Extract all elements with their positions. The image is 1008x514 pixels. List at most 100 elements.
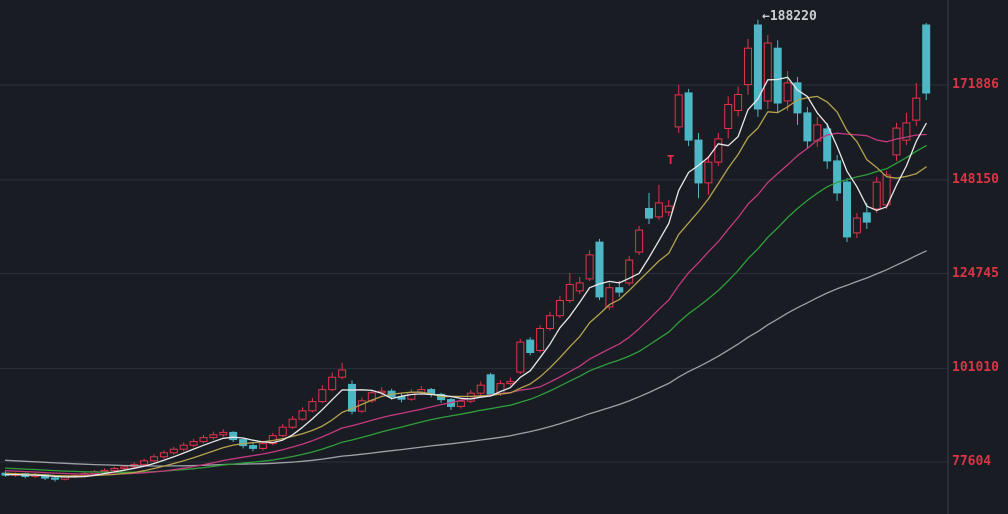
candle-body — [872, 181, 881, 210]
candle-body — [605, 287, 614, 308]
candle[interactable] — [140, 458, 149, 466]
candle-body — [516, 341, 525, 373]
candle[interactable] — [585, 250, 594, 281]
candle[interactable] — [575, 276, 584, 295]
candle[interactable] — [219, 429, 228, 437]
candle[interactable] — [209, 431, 218, 440]
candle[interactable] — [744, 39, 752, 95]
candle[interactable] — [843, 178, 851, 243]
candle[interactable] — [595, 238, 604, 301]
candle[interactable] — [159, 450, 168, 459]
candle[interactable] — [298, 407, 307, 421]
y-axis-label: 77604 — [952, 454, 992, 469]
candle-body — [645, 208, 653, 219]
candle[interactable] — [852, 212, 861, 239]
candle[interactable] — [773, 40, 782, 113]
candle[interactable] — [308, 398, 317, 413]
candle[interactable] — [654, 184, 663, 220]
ma10-line — [4, 95, 927, 477]
candle[interactable] — [803, 106, 812, 149]
candle[interactable] — [437, 392, 446, 403]
candle-body — [803, 112, 812, 142]
candle[interactable] — [704, 156, 713, 195]
candle[interactable] — [318, 385, 327, 404]
candle-body — [852, 217, 861, 234]
candle[interactable] — [763, 35, 772, 109]
candle[interactable] — [674, 84, 683, 133]
candle[interactable] — [823, 122, 832, 169]
candle[interactable] — [288, 416, 297, 429]
candle[interactable] — [169, 446, 178, 455]
ma20-line — [4, 132, 927, 475]
candle[interactable] — [506, 377, 515, 386]
candle[interactable] — [635, 226, 644, 255]
candle[interactable] — [724, 96, 733, 139]
candle[interactable] — [536, 325, 545, 353]
candle-body — [783, 82, 792, 102]
candle[interactable] — [645, 192, 653, 225]
candle[interactable] — [397, 393, 406, 403]
candle-body — [595, 241, 604, 298]
ma5-line — [4, 76, 927, 478]
candle-body — [258, 443, 267, 449]
candle[interactable] — [625, 256, 634, 286]
candle[interactable] — [833, 154, 842, 201]
candle[interactable] — [813, 116, 822, 147]
candle[interactable] — [486, 372, 495, 397]
candle[interactable] — [179, 442, 188, 452]
candle[interactable] — [684, 88, 693, 147]
y-axis-label: 124745 — [952, 265, 999, 281]
candle-body — [724, 104, 733, 129]
candle[interactable] — [546, 311, 554, 331]
candle[interactable] — [516, 338, 525, 374]
candle[interactable] — [902, 112, 911, 145]
high-price-annotation: ←188220 — [762, 9, 817, 24]
candle-body — [892, 127, 901, 156]
candle[interactable] — [199, 434, 208, 444]
candle[interactable] — [605, 282, 614, 311]
candle[interactable] — [189, 438, 198, 448]
candle[interactable] — [555, 296, 564, 319]
candle-body — [813, 124, 822, 142]
candle[interactable] — [278, 424, 287, 438]
candle[interactable] — [862, 202, 871, 229]
candle[interactable] — [565, 272, 574, 303]
candle[interactable] — [427, 388, 436, 398]
candle-body — [298, 410, 307, 420]
candle-body — [862, 212, 871, 223]
candle-body — [209, 434, 218, 439]
candle[interactable] — [110, 466, 119, 472]
candle[interactable] — [912, 82, 921, 127]
candle[interactable] — [753, 19, 762, 117]
candle-body — [229, 431, 238, 441]
candle[interactable] — [664, 200, 673, 217]
candle-body — [635, 229, 644, 253]
candle[interactable] — [734, 86, 743, 117]
candle-body — [150, 456, 158, 462]
candle-body — [575, 282, 584, 292]
candle[interactable] — [447, 398, 455, 410]
candle-body — [179, 444, 188, 450]
candle[interactable] — [892, 122, 901, 161]
candle[interactable] — [249, 443, 257, 452]
candle[interactable] — [615, 280, 624, 297]
candle[interactable] — [268, 432, 277, 446]
candle-body — [843, 181, 851, 238]
candle[interactable] — [872, 176, 881, 213]
candle-body — [249, 445, 257, 449]
candle[interactable] — [526, 337, 535, 356]
candle[interactable] — [714, 132, 723, 167]
candle[interactable] — [922, 23, 931, 101]
candle[interactable] — [476, 381, 485, 396]
candle-body — [654, 202, 663, 218]
candle[interactable] — [258, 441, 267, 451]
candle[interactable] — [338, 362, 347, 380]
candle[interactable] — [793, 76, 802, 125]
candle[interactable] — [150, 454, 158, 463]
candle[interactable] — [328, 372, 337, 392]
candle[interactable] — [51, 476, 59, 482]
candle-body — [476, 384, 485, 394]
candle-body — [348, 383, 356, 412]
candle-body — [536, 328, 545, 351]
